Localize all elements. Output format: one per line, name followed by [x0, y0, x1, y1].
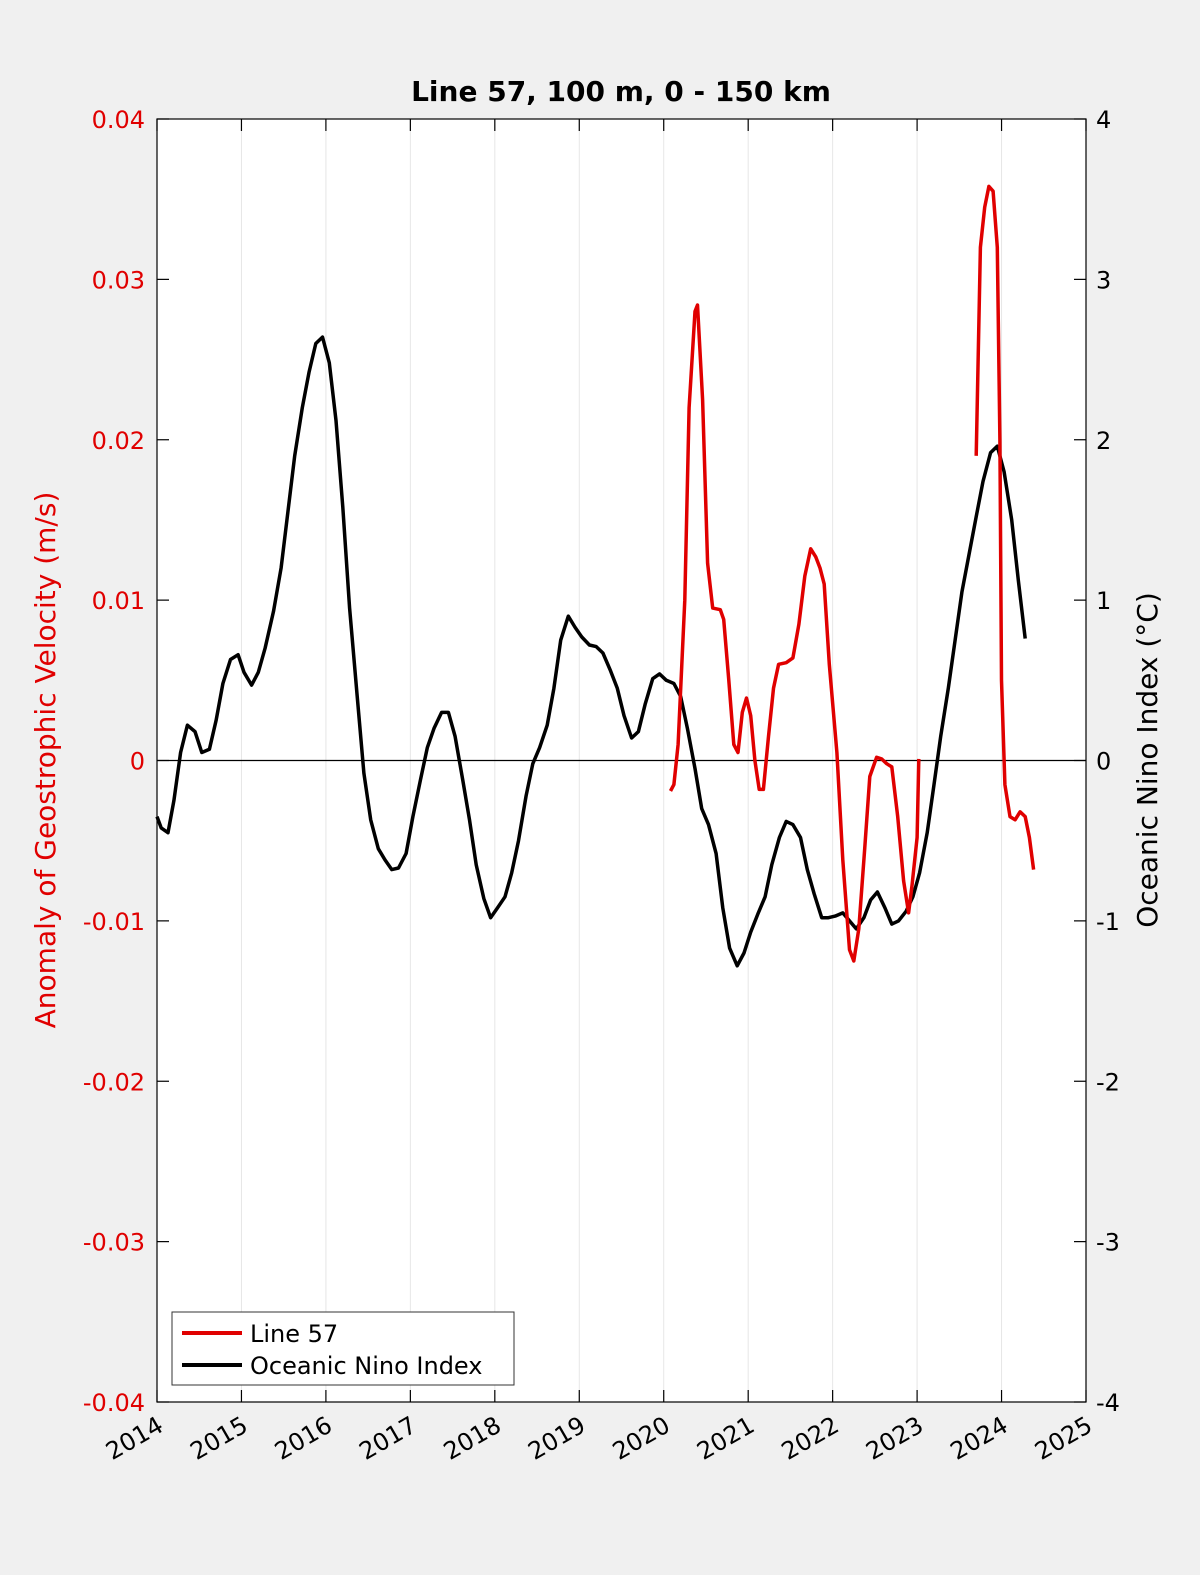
- left-axis-label: Anomaly of Geostrophic Velocity (m/s): [29, 492, 62, 1029]
- left-tick-label: -0.04: [83, 1389, 145, 1417]
- chart-title: Line 57, 100 m, 0 - 150 km: [411, 75, 831, 108]
- legend: Line 57 Oceanic Nino Index: [171, 1311, 515, 1386]
- left-tick-label: -0.03: [83, 1229, 145, 1257]
- left-tick-label: 0.03: [92, 266, 145, 294]
- legend-box: [171, 1311, 515, 1386]
- right-tick-label: 0: [1096, 748, 1111, 776]
- right-tick-label: 1: [1096, 587, 1111, 615]
- x-tick-label: 2024: [946, 1411, 1013, 1466]
- right-y-axis: -4 -3 -2 -1 0 1 2 3 4: [1074, 106, 1120, 1417]
- right-tick-label: 3: [1096, 266, 1111, 294]
- right-tick-label: 4: [1096, 106, 1111, 134]
- x-tick-label: 2022: [777, 1411, 844, 1466]
- right-tick-label: -4: [1096, 1389, 1120, 1417]
- right-tick-label: -1: [1096, 908, 1120, 936]
- left-tick-label: 0.01: [92, 587, 145, 615]
- left-tick-label: 0: [130, 748, 145, 776]
- left-y-axis: -0.04 -0.03 -0.02 -0.01 0 0.01 0.02 0.03 0.04: [83, 106, 169, 1417]
- series-layer: [155, 184, 1036, 968]
- right-tick-label: 2: [1096, 427, 1111, 455]
- x-tick-label: 2025: [1030, 1411, 1097, 1466]
- right-axis-label: Oceanic Nino Index (°C): [1131, 592, 1164, 928]
- legend-label-line57: Line 57: [250, 1320, 338, 1348]
- x-tick-label: 2016: [270, 1411, 337, 1466]
- left-tick-label: 0.04: [92, 106, 145, 134]
- x-tick-label: 2014: [101, 1411, 168, 1466]
- left-tick-label: -0.01: [83, 908, 145, 936]
- series-line57-segment-2: [974, 184, 1036, 870]
- x-tick-label: 2021: [692, 1411, 759, 1466]
- left-tick-label: -0.02: [83, 1068, 145, 1096]
- x-tick-label: 2015: [186, 1411, 253, 1466]
- series-oni-line: [155, 335, 1027, 968]
- x-tick-label: 2020: [608, 1411, 675, 1466]
- x-tick-label: 2019: [523, 1411, 590, 1466]
- left-tick-label: 0.02: [92, 427, 145, 455]
- series-line57-segment-1: [668, 303, 921, 963]
- x-tick-label: 2023: [861, 1411, 928, 1466]
- legend-label-oni: Oceanic Nino Index: [250, 1352, 482, 1380]
- x-tick-label: 2018: [439, 1411, 506, 1466]
- right-tick-label: -3: [1096, 1229, 1120, 1257]
- x-tick-label: 2017: [354, 1411, 421, 1466]
- right-tick-label: -2: [1096, 1068, 1120, 1096]
